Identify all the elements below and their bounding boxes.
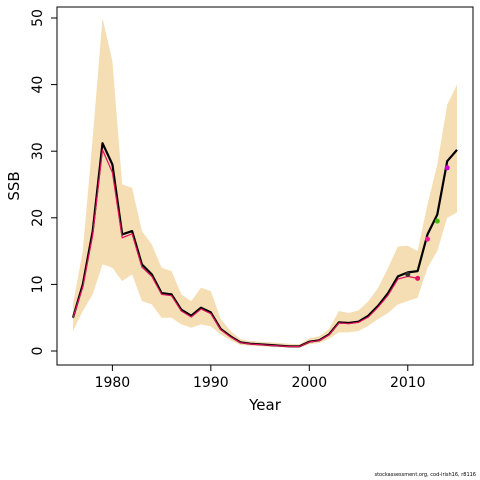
x-tick-label: 2010: [390, 375, 426, 391]
y-tick-label: 30: [30, 142, 46, 160]
y-tick-label: 0: [30, 347, 46, 356]
x-axis-title: Year: [248, 396, 282, 414]
confidence-band: [73, 18, 457, 348]
x-axis: 1980 1990 2000 2010: [95, 365, 426, 391]
retro-point: [405, 271, 411, 277]
x-tick-label: 1980: [95, 375, 131, 391]
retro-point: [415, 275, 421, 281]
y-tick-label: 50: [30, 9, 46, 27]
x-tick-label: 2000: [291, 375, 327, 391]
retro-point: [425, 236, 430, 242]
credit-text: stockassessment.org, cod-irish16, r8116: [374, 472, 476, 478]
y-axis-title: SSB: [5, 171, 23, 200]
retro-point: [444, 165, 450, 171]
y-tick-label: 20: [30, 209, 46, 227]
retro-point: [434, 218, 440, 224]
retro-line: [72, 149, 418, 348]
x-tick-label: 1990: [193, 375, 229, 391]
plot-layer: [71, 18, 458, 348]
y-tick-label: 10: [30, 275, 46, 293]
plot-frame: [56, 6, 474, 366]
y-tick-label: 40: [30, 76, 46, 94]
y-axis: 0 10 20 30 40 50: [30, 9, 57, 355]
